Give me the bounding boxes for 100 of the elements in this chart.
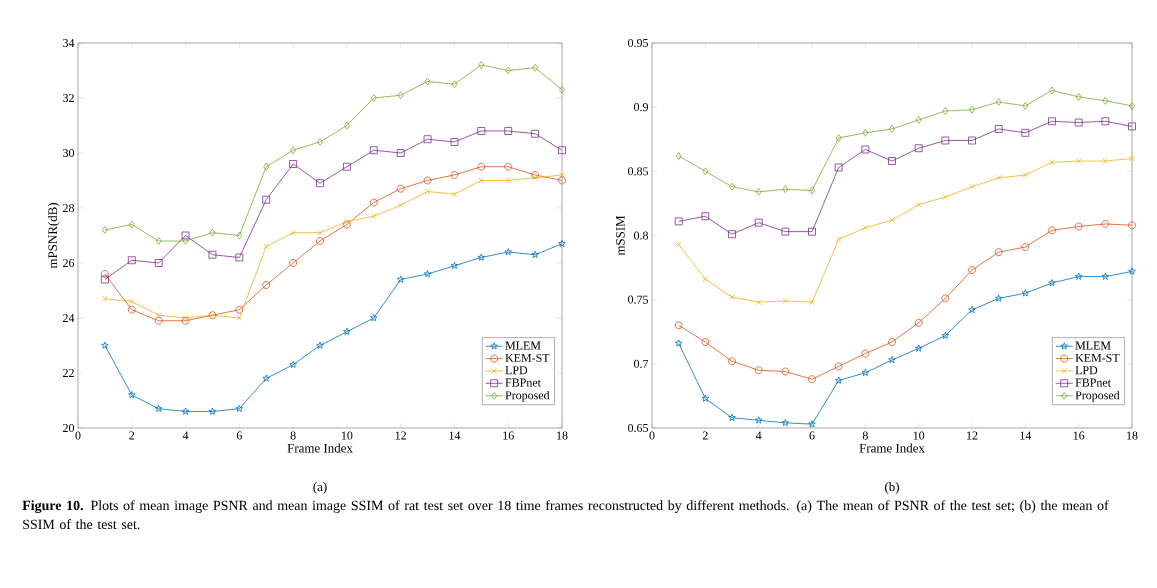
point: [728, 230, 736, 239]
point: [994, 125, 1003, 133]
point: [1128, 101, 1136, 110]
point: [343, 121, 350, 130]
point: [208, 407, 217, 415]
point: [834, 163, 843, 172]
x-tick-label: 18: [1127, 431, 1138, 440]
point: [450, 261, 459, 269]
point: [1101, 272, 1110, 280]
point: [290, 146, 297, 155]
point: [423, 135, 432, 144]
x-tick-label: 6: [236, 431, 242, 440]
point: [675, 152, 682, 160]
point: [101, 270, 109, 278]
point: [370, 314, 378, 322]
y-tick-label: 24: [63, 314, 75, 322]
point: [701, 212, 710, 221]
point: [994, 294, 1003, 302]
point: [558, 146, 566, 155]
legend-label: Proposed: [505, 390, 550, 402]
point: [861, 368, 870, 377]
point: [834, 362, 843, 371]
legend-label: MLEM: [1075, 341, 1111, 350]
point: [888, 125, 896, 133]
point: [781, 367, 790, 376]
point: [754, 366, 763, 375]
point: [423, 176, 432, 185]
point: [1075, 92, 1082, 101]
point: [808, 420, 816, 428]
x-tick-label: 10: [913, 431, 925, 440]
point: [127, 256, 136, 265]
point: [236, 231, 243, 240]
point: [505, 66, 512, 75]
point: [808, 186, 816, 195]
x-tick-label: 14: [449, 431, 461, 440]
point: [423, 270, 432, 278]
y-tick-label: 0.65: [628, 423, 649, 433]
legend-label: FBPnet: [1075, 378, 1111, 387]
point: [861, 349, 870, 358]
point: [235, 253, 244, 262]
text: (b): [885, 482, 899, 494]
x-axis-title: Frame Index: [859, 443, 925, 453]
x-tick-label: 0: [649, 431, 655, 440]
point: [1128, 122, 1136, 131]
point: [942, 194, 949, 200]
point: [101, 341, 109, 349]
point: [316, 138, 324, 146]
point: [1101, 220, 1110, 228]
point: [532, 63, 539, 72]
legend-label: MLEM: [505, 341, 541, 350]
point: [808, 227, 816, 236]
x-tick-label: 12: [967, 431, 978, 440]
y-tick-label: 0.8: [634, 231, 649, 240]
point: [235, 404, 244, 412]
point: [181, 407, 190, 415]
point: [209, 228, 216, 237]
point: [914, 144, 923, 153]
point: [236, 315, 243, 321]
point: [370, 94, 377, 102]
legend-label: Proposed: [1075, 390, 1120, 402]
point: [101, 226, 108, 234]
point: [969, 183, 975, 190]
x-tick-label: 4: [755, 431, 762, 440]
point: [531, 250, 539, 258]
point: [754, 218, 763, 227]
x-tick-label: 16: [1073, 431, 1085, 440]
point: [155, 312, 162, 319]
point: [182, 237, 189, 245]
x-axis-title: Frame Index: [287, 443, 353, 453]
point: [343, 162, 351, 171]
y-tick-label: 0.75: [628, 295, 649, 304]
point: [968, 105, 976, 114]
point: [290, 229, 296, 236]
point: [316, 341, 324, 349]
y-tick-label: 32: [63, 93, 74, 102]
point: [782, 298, 789, 304]
point: [861, 145, 870, 154]
point: [369, 198, 378, 207]
point: [262, 195, 271, 204]
point: [862, 128, 869, 137]
point: [674, 217, 683, 226]
point: [396, 184, 405, 193]
point: [835, 134, 842, 142]
point: [289, 360, 297, 368]
point: [154, 316, 163, 325]
point: [424, 77, 431, 86]
point: [1101, 117, 1110, 126]
point: [809, 299, 815, 306]
point: [942, 107, 949, 115]
point: [424, 188, 431, 195]
point: [1049, 159, 1055, 166]
point: [915, 201, 922, 208]
point: [182, 315, 189, 321]
y-tick-label: 22: [63, 369, 74, 377]
point: [504, 127, 513, 135]
point: [478, 61, 485, 69]
point: [968, 266, 976, 275]
point: [1102, 96, 1109, 105]
point: [263, 162, 270, 171]
point: [1048, 279, 1056, 287]
